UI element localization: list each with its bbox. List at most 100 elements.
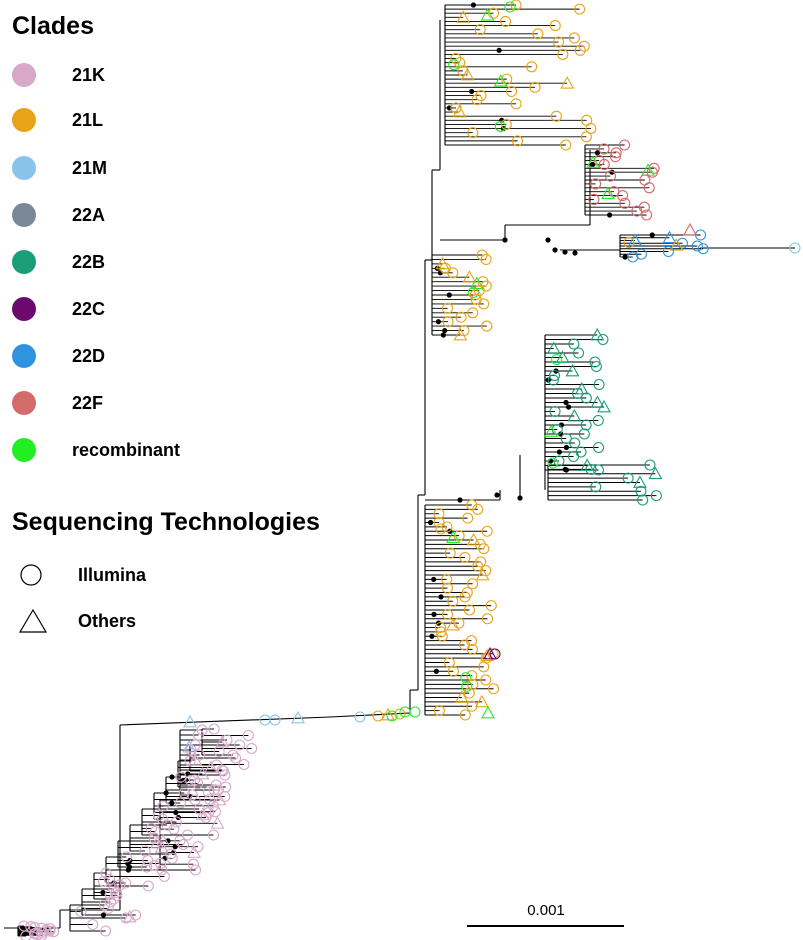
tree-tip: [567, 450, 580, 463]
tree-node: [173, 809, 179, 816]
tree-tip: [192, 841, 204, 853]
tree-tip: [166, 852, 178, 864]
legend-label: recombinant: [72, 439, 181, 460]
tree-tip: [574, 44, 586, 56]
tree-node: [562, 249, 568, 255]
clade-recombinant-swatch-icon: [12, 438, 36, 462]
tree-tip: [453, 617, 465, 629]
tree-tip: [208, 784, 220, 796]
tree-tip: [100, 925, 112, 937]
triangle-icon: [18, 608, 48, 633]
tree-tip: [177, 838, 189, 851]
tree-tip: [436, 630, 448, 642]
tree-node: [446, 292, 452, 298]
tree-tip: [219, 769, 231, 781]
clade-21m-swatch-icon: [12, 156, 36, 180]
tree-tip: [481, 320, 493, 332]
tree-tip: [122, 909, 137, 923]
tree-tip: [551, 353, 563, 366]
tree-tip: [441, 582, 453, 594]
tree-tip: [552, 36, 565, 48]
tree-tip: [469, 289, 481, 301]
tree-tip: [156, 864, 168, 876]
tree-tip: [130, 909, 142, 921]
tree-tip: [154, 840, 169, 853]
tree-tip: [103, 873, 116, 886]
tree-tip: [457, 65, 469, 77]
tree-tip: [560, 432, 572, 445]
tree-tip: [466, 532, 481, 546]
tree-tip: [481, 613, 494, 625]
tree-tip: [433, 705, 445, 717]
tree-tip: [110, 886, 122, 899]
tree-node: [431, 611, 437, 617]
tree-tip: [572, 347, 585, 359]
tree-tip: [506, 85, 518, 98]
tree-tip: [209, 806, 221, 818]
tree-tip: [386, 710, 398, 722]
tree-node: [169, 800, 175, 806]
tree-tip: [478, 661, 490, 673]
tree-tip: [494, 120, 506, 132]
tree-tip: [493, 73, 508, 87]
tree-tip: [601, 186, 615, 200]
tree-tip: [447, 267, 459, 279]
legend-item-22a: 22A: [12, 200, 105, 230]
tree-tip: [588, 193, 600, 205]
tree-tip: [481, 525, 493, 537]
tree-node: [607, 212, 613, 218]
tree-tip: [189, 794, 201, 806]
tree-tip: [646, 166, 658, 178]
tree-branch: [119, 716, 331, 726]
tree-tip: [488, 683, 500, 695]
tree-tip: [598, 143, 610, 155]
tree-node: [435, 319, 442, 325]
tree-tip: [447, 595, 459, 607]
tree-tip: [459, 591, 471, 603]
tree-tip: [446, 530, 461, 543]
tree-tip: [610, 147, 622, 159]
tree-tip: [648, 466, 663, 480]
tree-tip: [114, 879, 126, 891]
tree-node: [622, 254, 628, 260]
tree-tip: [208, 723, 220, 735]
circle-icon: [20, 564, 42, 586]
tree-tip: [47, 926, 60, 938]
tree-node: [590, 161, 596, 168]
tree-tip: [434, 621, 447, 634]
tree-tip: [87, 918, 99, 931]
tree-tip: [120, 877, 132, 889]
tree-tip: [187, 858, 199, 870]
tree-tip: [102, 902, 114, 915]
tree-tip: [789, 242, 801, 254]
tree-tip: [202, 786, 214, 798]
tree-tip: [590, 360, 602, 373]
tree-node: [126, 864, 133, 870]
tree-tip: [441, 302, 454, 314]
tree-tip: [549, 20, 561, 32]
tree-tip: [567, 408, 582, 422]
tree-node: [517, 495, 523, 501]
tree-tip: [597, 333, 609, 346]
tree-branches: [4, 2, 795, 937]
tree-tip: [456, 10, 471, 23]
tree-tip: [187, 845, 201, 858]
tree-tip: [455, 311, 467, 323]
clade-22c-swatch-icon: [12, 297, 36, 321]
tree-node: [169, 774, 175, 780]
tree-tip: [568, 338, 580, 350]
tree-tip: [210, 816, 225, 829]
tree-tip: [592, 464, 605, 476]
tree-tip: [463, 604, 475, 616]
tree-node: [563, 399, 569, 406]
tree-tip: [643, 182, 655, 194]
tree-tip: [156, 833, 171, 847]
tree-tip: [565, 363, 580, 377]
tree-tip: [691, 240, 703, 252]
tree-tip: [184, 755, 196, 767]
tree-tip: [200, 811, 212, 824]
tree-tip: [598, 158, 610, 170]
tree-tip: [238, 758, 250, 771]
tree-node: [545, 237, 551, 243]
tree-tip: [474, 694, 489, 708]
